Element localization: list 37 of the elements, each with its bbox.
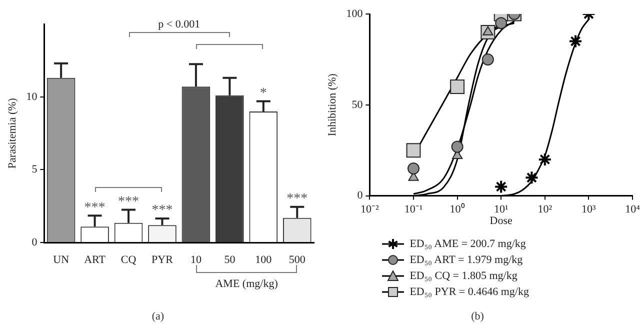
y-tick-label: 0: [357, 190, 364, 202]
text: (b): [471, 310, 484, 322]
annotation: ***: [84, 200, 106, 216]
x-axis-title: AME (mg/kg): [215, 278, 278, 290]
x-tick-label: ART: [84, 254, 106, 266]
x-tick-label: 10⁴: [625, 203, 640, 216]
legend-label: ED₅₀ CQ = 1.805 mg/kg: [410, 268, 518, 284]
x-tick-label: PYR: [152, 254, 174, 266]
x-tick-label: UN: [53, 254, 70, 266]
y-axis-title: Parasitemia (%): [6, 98, 18, 169]
x-axis-title: Dose: [490, 215, 513, 228]
x-tick-label: 10¹: [494, 203, 508, 216]
y-tick-label: 0: [32, 236, 38, 248]
y-tick-label: 50: [352, 98, 364, 111]
annotation: p < 0.001: [158, 18, 200, 30]
x-tick-label: 10⁻¹: [404, 203, 423, 216]
x-tick-label: CQ: [120, 254, 136, 266]
legend-label: ED₅₀ AME = 200.7 mg/kg: [410, 236, 526, 252]
y-tick-label: 5: [32, 164, 38, 176]
x-tick-label: 50: [224, 254, 236, 266]
text: (a): [152, 310, 164, 322]
legend-label: ED₅₀ ART = 1.979 mg/kg: [410, 252, 523, 268]
x-tick-label: 10³: [582, 203, 597, 216]
y-tick-label: 100: [346, 8, 364, 20]
y-axis-title: Inhibition (%): [326, 73, 338, 136]
annotation: ***: [118, 194, 140, 210]
x-tick-label: 10²: [538, 203, 553, 216]
x-tick-label: 10⁰: [450, 202, 465, 216]
y-tick-label: 10: [26, 90, 38, 103]
legend-label: ED₅₀ PYR = 0.4646 mg/kg: [410, 284, 529, 300]
x-tick-label: 500: [288, 254, 306, 266]
annotation: ***: [152, 203, 173, 218]
x-tick-label: 10⁻²: [360, 203, 380, 216]
annotation: *: [260, 86, 267, 101]
x-tick-label: 10: [190, 254, 202, 266]
x-tick-label: 100: [255, 254, 272, 266]
annotation: ***: [286, 192, 308, 207]
